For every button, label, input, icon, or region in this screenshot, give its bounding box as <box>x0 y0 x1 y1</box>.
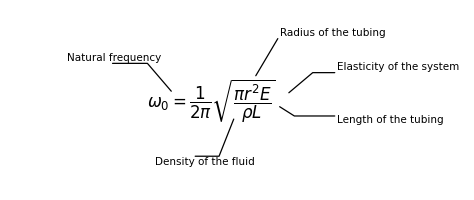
Text: Elasticity of the system: Elasticity of the system <box>337 62 459 72</box>
Text: Natural frequency: Natural frequency <box>66 53 161 63</box>
Text: Density of the fluid: Density of the fluid <box>155 156 255 166</box>
Text: Length of the tubing: Length of the tubing <box>337 115 443 124</box>
Text: Radius of the tubing: Radius of the tubing <box>280 28 385 38</box>
Text: $\omega_0 = \dfrac{1}{2\pi}\sqrt{\dfrac{\pi r^2 E}{\rho L}}$: $\omega_0 = \dfrac{1}{2\pi}\sqrt{\dfrac{… <box>147 77 276 125</box>
